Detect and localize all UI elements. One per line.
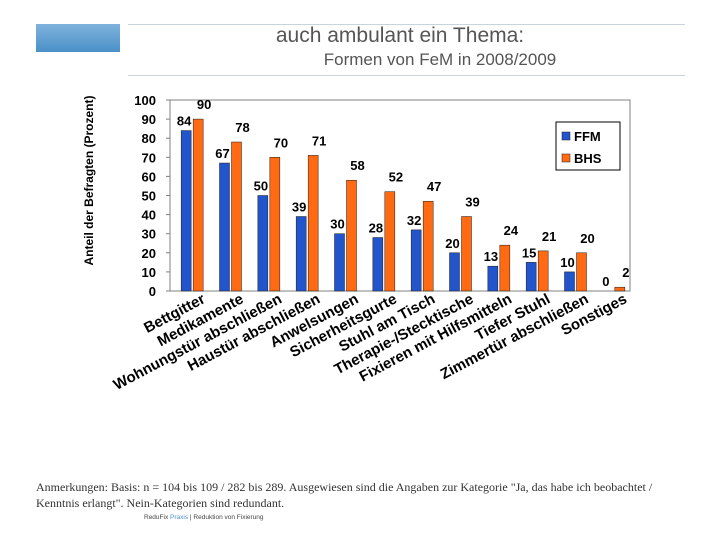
data-label-bhs: 78	[235, 120, 249, 135]
y-tick-label: 20	[142, 246, 156, 261]
y-tick-label: 60	[142, 169, 156, 184]
y-tick-label: 30	[142, 227, 156, 242]
data-label-ffm: 32	[407, 213, 421, 228]
logo-block	[36, 24, 120, 52]
bar-ffm	[257, 195, 269, 292]
bar-ffm	[449, 252, 460, 292]
data-label-bhs: 58	[350, 158, 364, 173]
bar-ffm	[295, 216, 307, 292]
data-label-bhs: 39	[465, 195, 479, 210]
bar-bhs	[269, 157, 281, 292]
footer: ReduFix Praxis | Reduktion von Fixierung	[144, 514, 264, 521]
bar-ffm	[564, 271, 575, 292]
legend-swatch	[561, 153, 571, 163]
data-label-bhs: 71	[312, 133, 326, 148]
bar-bhs	[614, 286, 626, 292]
data-label-bhs: 2	[622, 265, 629, 280]
y-tick-label: 40	[142, 208, 156, 223]
legend-box	[555, 121, 621, 171]
data-label-bhs: 47	[427, 179, 441, 194]
data-label-bhs: 20	[580, 231, 594, 246]
bar-bhs	[576, 252, 587, 292]
data-label-ffm: 15	[522, 245, 536, 260]
footer-brand-accent: Praxis	[170, 514, 189, 521]
data-label-bhs: 90	[197, 97, 211, 112]
bar-ffm	[410, 229, 422, 292]
data-label-bhs: 52	[389, 170, 403, 185]
notes-text: Anmerkungen: Basis: n = 104 bis 109 / 28…	[36, 480, 653, 510]
bar-bhs	[384, 191, 396, 292]
y-tick-label: 0	[149, 284, 156, 299]
data-label-ffm: 0	[602, 274, 609, 289]
data-label-bhs: 24	[504, 223, 519, 238]
data-label-ffm: 50	[254, 179, 268, 194]
y-tick-label: 50	[142, 189, 156, 204]
bar-bhs	[422, 200, 434, 292]
bar-bhs	[499, 244, 511, 292]
bar-bhs	[461, 216, 472, 292]
bar-ffm	[180, 130, 192, 292]
y-tick-label: 90	[142, 112, 156, 127]
bar-ffm	[487, 265, 499, 292]
bar-bhs	[231, 141, 242, 292]
footer-text: Reduktion von Fixierung	[193, 514, 264, 521]
y-tick-label: 10	[142, 265, 156, 280]
bar-ffm	[219, 162, 230, 292]
data-label-ffm: 10	[560, 255, 574, 270]
bar-ffm	[372, 237, 384, 292]
data-label-ffm: 67	[215, 146, 229, 161]
data-label-bhs: 70	[274, 135, 288, 150]
data-label-ffm: 28	[369, 221, 383, 236]
slide-title: auch ambulant ein Thema:	[275, 24, 525, 47]
slide-subtitle: Formen von FeM in 2008/2009	[323, 50, 557, 69]
bar-ffm	[334, 233, 345, 292]
y-tick-label: 100	[134, 93, 156, 108]
data-label-bhs: 21	[542, 229, 556, 244]
legend-swatch	[561, 131, 571, 141]
legend-label: FFM	[574, 129, 601, 144]
legend-label: BHS	[574, 151, 602, 166]
data-label-ffm: 30	[330, 217, 344, 232]
y-tick-label: 80	[142, 131, 156, 146]
bar-bhs	[346, 179, 357, 292]
data-label-ffm: 20	[445, 236, 459, 251]
footer-separator: |	[189, 514, 192, 521]
subtitle-rule	[128, 75, 685, 76]
bar-ffm	[525, 262, 537, 292]
bar-bhs	[307, 155, 319, 292]
bar-bhs	[192, 118, 204, 292]
data-label-ffm: 13	[484, 249, 498, 264]
y-axis-title: Anteil der Befragten (Prozent)	[82, 95, 96, 265]
data-label-ffm: 39	[292, 200, 306, 215]
data-label-ffm: 84	[177, 114, 192, 129]
bar-bhs	[537, 250, 549, 292]
footer-brand: ReduFix	[144, 514, 169, 521]
title-rule	[128, 24, 685, 25]
y-tick-label: 70	[142, 150, 156, 165]
